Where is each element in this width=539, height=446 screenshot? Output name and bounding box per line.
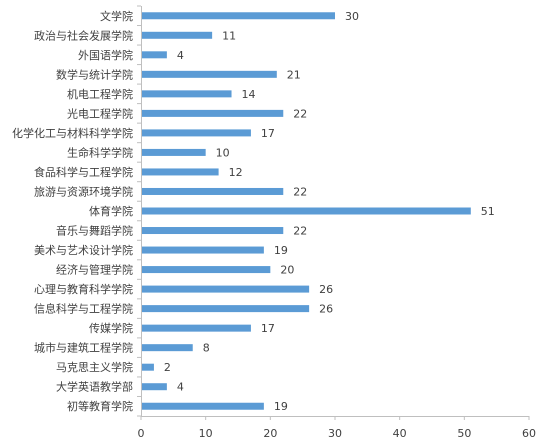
category-label: 体育学院	[89, 204, 133, 218]
bar	[141, 246, 264, 254]
x-tick-label: 40	[393, 427, 407, 440]
bar	[141, 148, 206, 156]
bar	[141, 227, 284, 235]
category-label: 数学与统计学院	[56, 67, 133, 81]
category-label: 城市与建筑工程学院	[34, 341, 133, 355]
category-label: 信息科学与工程学院	[34, 302, 133, 316]
category-label: 马克思主义学院	[56, 360, 133, 374]
category-label: 经济与管理学院	[56, 263, 133, 277]
category-label: 食品科学与工程学院	[34, 165, 133, 179]
value-label: 22	[293, 225, 307, 238]
x-tick-label: 50	[457, 427, 471, 440]
value-label: 26	[319, 283, 333, 296]
bar	[141, 12, 335, 20]
category-label: 心理与教育科学学院	[34, 282, 133, 296]
bar	[141, 383, 167, 391]
value-label: 10	[216, 146, 230, 159]
category-labels-group: 文学院政治与社会发展学院外国语学院数学与统计学院机电工程学院光电工程学院化学化工…	[12, 9, 133, 413]
bar	[141, 51, 167, 59]
value-label: 17	[261, 322, 275, 335]
value-label: 4	[177, 381, 184, 394]
value-label: 22	[293, 107, 307, 120]
bar	[141, 363, 154, 371]
value-label: 26	[319, 303, 333, 316]
bar	[141, 168, 219, 176]
x-tick-labels-group: 0 10 20 30 40 50 60	[138, 427, 537, 440]
bars-group	[141, 12, 471, 410]
bar	[141, 324, 251, 332]
bar	[141, 109, 284, 117]
bar	[141, 266, 271, 274]
category-label: 外国语学院	[78, 48, 133, 62]
x-tick-label: 10	[199, 427, 213, 440]
category-label: 机电工程学院	[67, 87, 133, 101]
axes-group	[137, 5, 530, 420]
category-label: 音乐与舞蹈学院	[56, 224, 133, 238]
value-label: 2	[164, 361, 171, 374]
category-label: 旅游与资源环境学院	[34, 184, 133, 198]
value-label: 22	[293, 185, 307, 198]
value-label: 19	[274, 400, 288, 413]
category-label: 美术与艺术设计学院	[34, 243, 133, 257]
category-label: 文学院	[100, 9, 133, 23]
category-label: 大学英语教学部	[56, 380, 133, 394]
value-label: 20	[280, 264, 294, 277]
bar	[141, 70, 277, 78]
value-label: 51	[481, 205, 495, 218]
category-label: 初等教育学院	[67, 399, 133, 413]
bar	[141, 207, 471, 215]
value-label: 19	[274, 244, 288, 257]
value-label: 8	[203, 342, 210, 355]
value-label: 12	[229, 166, 243, 179]
bar	[141, 285, 310, 293]
value-label: 30	[345, 10, 359, 23]
category-label: 生命科学学院	[67, 145, 133, 159]
bar	[141, 305, 310, 313]
category-label: 光电工程学院	[67, 106, 133, 120]
x-tick-label: 60	[522, 427, 536, 440]
x-tick-label: 0	[138, 427, 145, 440]
bar	[141, 187, 284, 195]
x-tick-label: 20	[263, 427, 277, 440]
bar	[141, 90, 232, 98]
category-label: 化学化工与材料科学学院	[12, 126, 133, 140]
bar	[141, 344, 193, 352]
bar	[141, 129, 251, 137]
x-tick-label: 30	[328, 427, 342, 440]
value-label: 11	[222, 29, 236, 42]
value-label: 17	[261, 127, 275, 140]
value-label: 21	[287, 68, 301, 81]
bar	[141, 31, 213, 39]
value-label: 4	[177, 49, 184, 62]
bar	[141, 402, 264, 410]
value-label: 14	[242, 88, 256, 101]
category-label: 传媒学院	[89, 321, 133, 335]
category-label: 政治与社会发展学院	[34, 28, 133, 42]
